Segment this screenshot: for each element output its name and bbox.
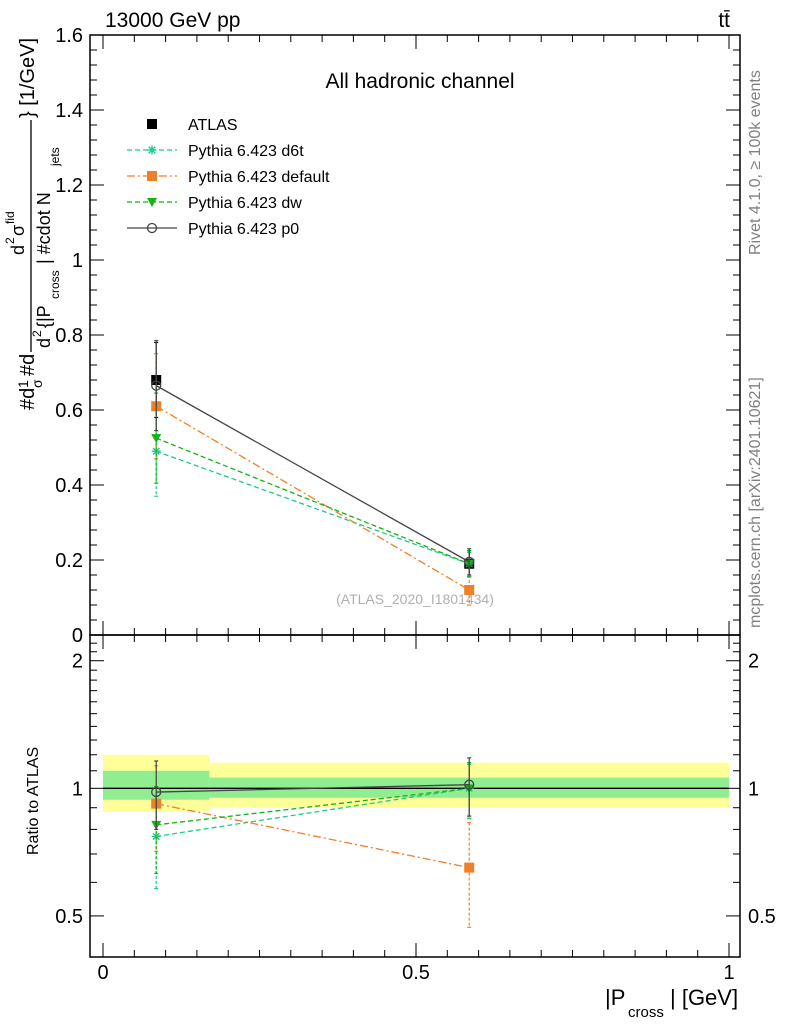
ratio-panel-frame <box>89 634 741 958</box>
xlabel-pre: |P <box>605 985 625 1010</box>
legend-label-d6t: Pythia 6.423 d6t <box>188 143 304 160</box>
legend-label-atlas: ATLAS <box>188 117 238 134</box>
main-ytick-label: 1 <box>72 250 83 272</box>
ylabel-den-brace: {|P <box>34 305 54 328</box>
energy-label: 13000 GeV pp <box>105 9 240 32</box>
main-line-p0 <box>155 385 470 563</box>
ylabel-num-sigma: σ <box>8 225 28 236</box>
analysis-tag: (ATLAS_2020_I1801434) <box>336 591 494 607</box>
ylabel-den-cross: cross <box>48 270 62 299</box>
ylabel-left-d: #d <box>17 388 39 410</box>
ylabel-den-d: d <box>34 338 54 348</box>
ratio-series-p0 <box>151 757 475 831</box>
ylabel-den-jets: jets <box>48 147 62 167</box>
ratio-ytick-label: 1 <box>72 778 83 800</box>
ylabel-one: 1 <box>15 380 31 388</box>
legend-marker-d6t-stroke <box>148 146 156 154</box>
xlabel-post: | [GeV] <box>670 985 738 1010</box>
legend-marker-default <box>147 171 157 181</box>
ratio-xtick-label: 1 <box>723 962 734 984</box>
chart-title: All hadronic channel <box>325 70 514 93</box>
legend: ATLAS Pythia 6.423 d6t Pythia 6.423 defaul… <box>127 117 330 238</box>
mcplots-label: mcplots.cern.ch [arXiv:2401.10621] <box>747 377 764 628</box>
ylabel-unit: } [1/GeV] <box>17 38 39 118</box>
legend-label-dw: Pythia 6.423 dw <box>188 195 302 212</box>
ratio-series-layer <box>151 757 475 928</box>
ylabel-den-sup: 2 <box>30 330 44 337</box>
ratio-axes: 0.5 0.5 1 1 2 2 0 0.5 1 <box>55 635 776 984</box>
legend-marker-p0 <box>146 222 158 234</box>
legend-marker-d6t <box>147 145 157 155</box>
main-line-dw <box>155 437 470 565</box>
ratio-ytick-label: 2 <box>72 651 83 673</box>
legend-label-p0: Pythia 6.423 p0 <box>188 221 299 238</box>
main-line-d6t <box>155 450 470 565</box>
main-point-default-1 <box>464 585 475 595</box>
ratio-ytick-label-right: 0.5 <box>748 906 776 928</box>
ratio-point-p0-1 <box>464 779 475 790</box>
ratio-line-p0 <box>156 784 470 793</box>
ratio-ylabel: Ratio to ATLAS <box>25 747 42 855</box>
ratio-ytick-label-right: 2 <box>748 651 759 673</box>
main-ytick-label: 0.2 <box>55 550 83 572</box>
main-series-default <box>151 353 475 606</box>
xlabel-sub: cross <box>628 1004 664 1021</box>
ratio-line-dw <box>156 787 470 826</box>
main-series-dw <box>151 392 475 578</box>
main-ytick-label: 0.8 <box>55 325 83 347</box>
main-series-layer <box>151 340 475 606</box>
main-point-dw-0 <box>151 434 162 444</box>
ratio-ytick-label-right: 1 <box>748 778 759 800</box>
main-ytick-label: 1.4 <box>55 100 83 122</box>
main-ytick-label: 0.6 <box>55 400 83 422</box>
ratio-point-default-1 <box>464 862 475 873</box>
ylabel-num-fid: fid <box>3 211 17 224</box>
main-ytick-label: 1.6 <box>55 25 83 47</box>
main-y-axis: 0 0.2 0.4 0.6 0.8 1 1.2 1.4 1.6 <box>55 25 740 647</box>
ratio-bands <box>103 754 730 812</box>
rivet-label: Rivet 4.1.0, ≥ 100k events <box>747 70 764 255</box>
ylabel-left-d2: #d <box>17 354 39 376</box>
main-ylabel: #d 1 σ #d d 2 σ fid d 2 {|P cross | #cdo… <box>3 38 62 410</box>
legend-label-default: Pythia 6.423 default <box>188 169 330 186</box>
ylabel-den-cdot: | #cdot N <box>34 192 54 264</box>
ratio-xtick-label: 0.5 <box>402 962 430 984</box>
ylabel-num-d: d <box>8 245 28 255</box>
main-series-atlas <box>151 341 475 578</box>
ratio-point-p0-0 <box>151 786 162 798</box>
main-ytick-label: 0 <box>72 625 83 647</box>
process-label: tt̄ <box>718 9 730 32</box>
ratio-xtick-label: 0 <box>97 962 108 984</box>
main-point-p0-0 <box>151 380 162 391</box>
main-series-p0 <box>151 340 475 576</box>
legend-marker-dw <box>147 198 157 207</box>
main-ytick-label: 1.2 <box>55 175 83 197</box>
main-point-p0-1 <box>464 556 475 568</box>
ylabel-sigma: σ <box>29 379 45 388</box>
ylabel-num-sup: 2 <box>3 237 17 244</box>
main-ytick-label: 0.4 <box>55 475 83 497</box>
legend-marker-atlas <box>147 119 157 129</box>
xlabel: |P cross | [GeV] <box>605 985 738 1021</box>
ratio-ytick-label: 0.5 <box>55 906 83 928</box>
main-title-layer: All hadronic channel (ATLAS_2020_I180143… <box>325 70 514 607</box>
ratio-line-d6t <box>156 787 470 838</box>
ratio-line-default <box>156 803 470 869</box>
main-line-default <box>155 405 470 591</box>
